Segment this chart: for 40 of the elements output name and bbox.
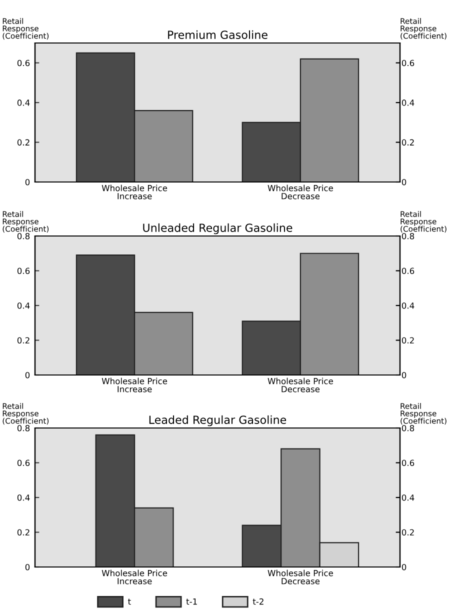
y2-tick-label: 0.6 bbox=[402, 268, 414, 274]
y2-tick-label: 0.6 bbox=[402, 60, 414, 66]
legend-label: t-1 bbox=[186, 598, 197, 605]
y-tick-label: 0.4 bbox=[17, 100, 30, 106]
y2-tick-label: 0.2 bbox=[402, 529, 414, 536]
chart-title: Leaded Regular Gasoline bbox=[149, 415, 286, 426]
legend-label: t-2 bbox=[252, 598, 264, 605]
y2-tick-label: 0.8 bbox=[402, 424, 414, 432]
y2-tick-label: 0 bbox=[402, 564, 406, 570]
y-tick-label: 0.8 bbox=[17, 424, 30, 432]
x-tick-label: Wholesale Price Decrease bbox=[268, 378, 333, 392]
y2-tick-label: 0.6 bbox=[402, 460, 414, 466]
x-tick-label: Wholesale Price Increase bbox=[102, 184, 168, 200]
y-tick-label: 0.8 bbox=[17, 232, 30, 240]
y-tick-label: 0.2 bbox=[17, 337, 30, 344]
y-tick-label: 0.4 bbox=[17, 302, 30, 309]
y2-tick-label: 0.2 bbox=[402, 337, 414, 344]
y2-tick-label: 0.4 bbox=[402, 100, 414, 106]
y-tick-label: 0 bbox=[25, 178, 30, 186]
y2-tick-label: 0.4 bbox=[402, 494, 414, 501]
y-tick-label: 0 bbox=[25, 372, 30, 378]
y-tick-label: 0.2 bbox=[17, 139, 30, 146]
y-tick-label: 0.4 bbox=[17, 494, 30, 501]
x-tick-label: Wholesale Price Increase bbox=[102, 570, 168, 584]
y-tick-label: 0.6 bbox=[17, 60, 30, 66]
y-tick-label: 0.6 bbox=[17, 460, 30, 466]
y2-tick-label: 0.8 bbox=[402, 232, 414, 240]
chart-title: Premium Gasoline bbox=[168, 30, 268, 39]
y-tick-label: 0.6 bbox=[17, 268, 30, 274]
x-tick-label: Wholesale Price Increase bbox=[102, 378, 168, 392]
y2-tick-label: 0 bbox=[402, 372, 406, 378]
y2-tick-label: 0.4 bbox=[402, 302, 414, 309]
x-tick-label: Wholesale Price Decrease bbox=[268, 184, 333, 200]
y-tick-label: 0.2 bbox=[17, 529, 30, 536]
y2-tick-label: 0.2 bbox=[402, 139, 414, 146]
y-tick-label: 0 bbox=[25, 564, 30, 570]
legend-label: t bbox=[128, 598, 131, 605]
y2-tick-label: 0 bbox=[402, 178, 406, 186]
x-tick-label: Wholesale Price Decrease bbox=[268, 570, 333, 584]
chart-title: Unleaded Regular Gasoline bbox=[143, 223, 292, 234]
